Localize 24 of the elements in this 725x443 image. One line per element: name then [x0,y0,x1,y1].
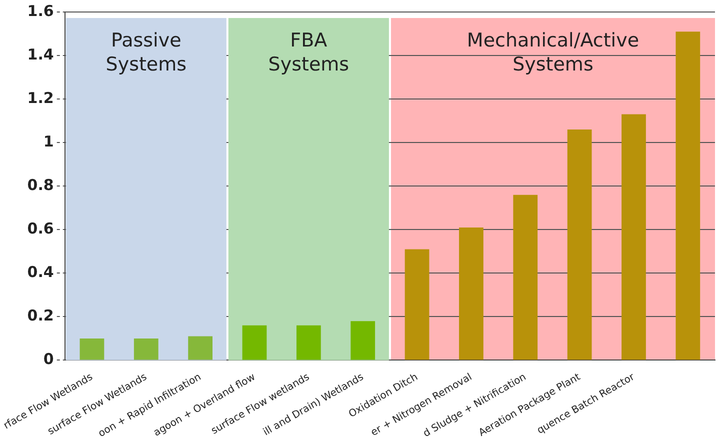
y-tick-label: 0.6 [27,220,54,238]
bar [80,338,104,360]
y-tick-label: 1.6 [27,2,54,20]
y-tick-label: 1.2 [27,88,54,107]
band-label: Passive Systems [106,29,187,76]
bar [350,321,376,360]
bar [567,130,592,360]
y-tick-label: 0.4 [27,263,54,282]
y-tick-label: 1.4 [27,45,54,64]
bar [242,325,267,360]
bar [188,336,213,360]
bar [676,32,700,360]
bar [134,338,158,360]
y-tick-label: 0 [43,350,54,368]
band-label: FBA Systems [268,29,350,76]
bar [513,194,538,360]
bar [296,325,321,360]
bar [404,249,430,360]
y-tick-label: 0.8 [27,176,54,194]
bar [622,114,646,360]
bar [459,227,484,360]
y-tick-label: 0.2 [27,306,54,325]
annotation: Mechanical/Active Systems [466,29,640,76]
y-tick-label: 1 [43,132,54,150]
